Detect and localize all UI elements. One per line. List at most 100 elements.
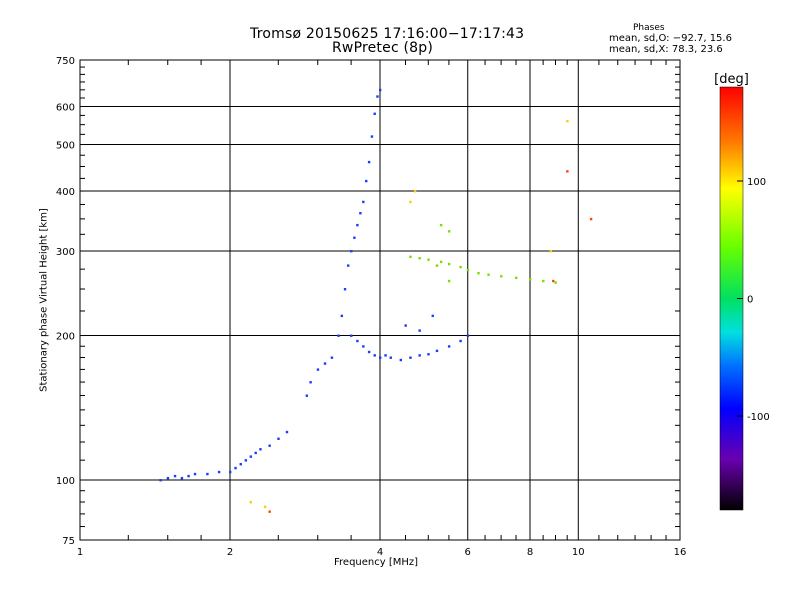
data-point (418, 354, 421, 357)
x-tick-label: 4 (377, 547, 383, 558)
data-point (389, 356, 392, 359)
data-point (447, 262, 451, 266)
y-tick-label: 100 (56, 476, 75, 487)
phase-heading: Phases (633, 23, 665, 33)
data-point (418, 329, 421, 332)
data-point (367, 350, 371, 354)
data-point (589, 217, 593, 221)
data-point (529, 278, 532, 281)
data-point (244, 459, 248, 462)
x-axis-label: Frequency [MHz] (334, 557, 419, 568)
data-point (447, 230, 451, 233)
colorbar-tick-label: -100 (747, 412, 770, 423)
phase-stats-o: mean, sd,O: −92.7, 15.6 (609, 33, 732, 44)
data-point (305, 394, 309, 397)
data-point (459, 339, 462, 343)
data-point (515, 276, 518, 280)
data-point (431, 314, 434, 318)
data-point (427, 353, 430, 356)
data-point (379, 88, 382, 92)
data-point (234, 466, 237, 470)
data-point (439, 223, 443, 227)
y-tick-label: 200 (56, 332, 75, 343)
x-tick-label: 16 (674, 547, 687, 558)
data-point (323, 362, 327, 365)
data-point (500, 275, 503, 278)
data-point (249, 455, 253, 458)
data-point (373, 354, 376, 357)
data-point (343, 288, 347, 291)
x-tick-label: 1 (77, 547, 83, 558)
y-tick-label: 750 (56, 56, 75, 67)
colorbar-label: [deg] (714, 72, 749, 87)
data-point (427, 258, 430, 261)
data-point (346, 264, 350, 267)
data-point (447, 279, 451, 283)
data-point (277, 437, 280, 440)
data-point (316, 368, 320, 371)
data-point (466, 334, 470, 337)
x-tick-label: 8 (527, 547, 533, 558)
data-point (413, 190, 417, 193)
data-point (362, 200, 365, 204)
data-point (409, 200, 412, 204)
data-point (435, 349, 439, 353)
x-tick-label: 10 (572, 547, 585, 558)
data-point (217, 470, 221, 474)
data-point (249, 500, 253, 504)
x-tick-label: 2 (227, 547, 233, 558)
data-point (365, 179, 368, 183)
x-tick-label: 6 (465, 547, 471, 558)
data-point (268, 444, 271, 447)
data-point (259, 448, 262, 451)
data-point (447, 345, 451, 348)
data-point (187, 474, 190, 478)
data-point (409, 356, 412, 359)
y-tick-label: 400 (56, 187, 75, 198)
data-point (285, 430, 289, 434)
data-point (404, 324, 407, 327)
data-point (376, 95, 379, 98)
data-point (552, 279, 555, 283)
data-point (330, 356, 334, 359)
data-point (439, 260, 443, 264)
data-point (159, 479, 162, 482)
colorbar-tick-label: 100 (747, 177, 766, 188)
data-point (193, 472, 197, 476)
data-point (384, 354, 387, 357)
y-tick-label: 600 (56, 103, 75, 114)
data-point (466, 268, 470, 272)
data-point (554, 281, 557, 284)
data-point (435, 264, 439, 267)
data-point (239, 462, 242, 466)
data-point (350, 250, 353, 253)
data-point (409, 255, 412, 259)
data-point (542, 279, 545, 283)
data-point (359, 212, 362, 215)
data-point (180, 476, 184, 480)
data-point (173, 474, 177, 478)
data-point (353, 236, 356, 239)
data-point (309, 381, 312, 384)
data-point (459, 265, 462, 269)
data-point (566, 170, 569, 173)
chart-title: Tromsø 20150625 17:16:00−17:17:43 (250, 26, 525, 42)
data-point (254, 451, 257, 455)
data-point (373, 112, 376, 115)
data-point (362, 345, 365, 348)
data-point (370, 135, 374, 138)
data-point (418, 257, 421, 260)
chart-subtitle: RwPretec (8p) (332, 40, 434, 56)
data-point (229, 470, 232, 474)
data-point (356, 223, 359, 227)
data-point (367, 160, 371, 164)
data-point (356, 339, 359, 343)
data-point (549, 250, 553, 253)
phase-stats-x: mean, sd,X: 78.3, 23.6 (609, 44, 723, 55)
y-tick-label: 500 (56, 141, 75, 152)
data-point (268, 510, 271, 513)
data-point (379, 356, 382, 359)
y-tick-label: 300 (56, 247, 75, 258)
